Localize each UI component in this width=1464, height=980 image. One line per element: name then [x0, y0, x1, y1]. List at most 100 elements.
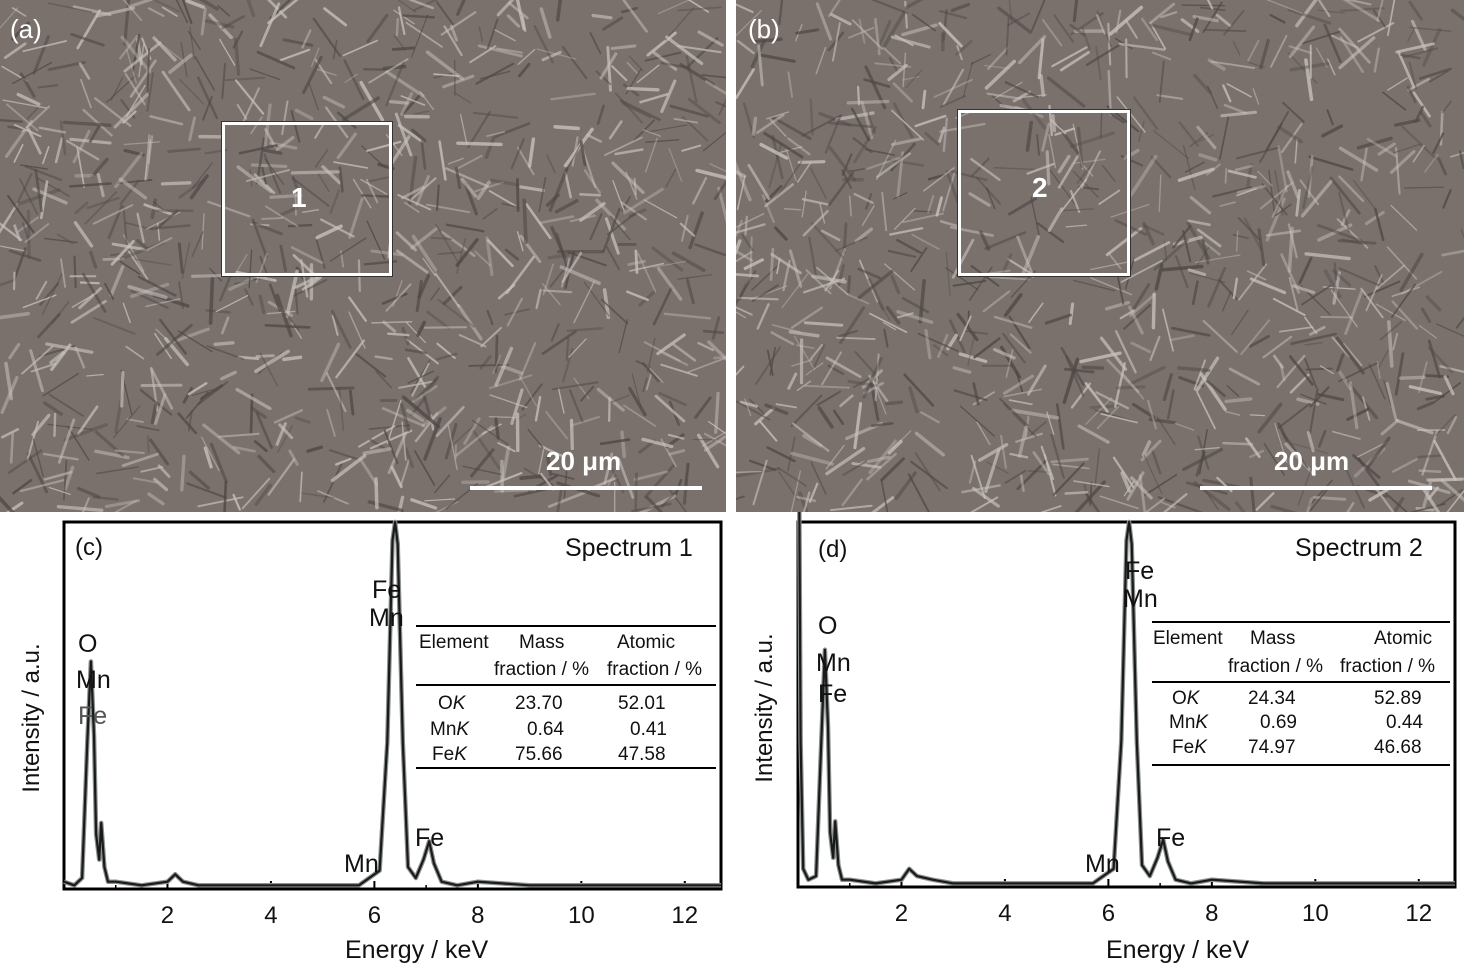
- nanosheet-flake: [1201, 239, 1210, 265]
- nanosheet-flake: [1337, 239, 1377, 245]
- nanosheet-flake: [382, 320, 397, 333]
- nanosheet-flake: [621, 0, 648, 33]
- nanosheet-flake: [412, 0, 439, 12]
- nanosheet-flake: [1072, 170, 1099, 198]
- nanosheet-flake: [602, 16, 624, 31]
- nanosheet-flake: [976, 421, 991, 446]
- nanosheet-flake: [1316, 392, 1345, 402]
- nanosheet-flake: [11, 7, 27, 17]
- nanosheet-flake: [1122, 372, 1145, 400]
- nanosheet-flake: [1040, 445, 1055, 481]
- nanosheet-flake: [494, 334, 499, 373]
- nanosheet-flake: [149, 438, 169, 466]
- x-tick-label: 10: [568, 902, 595, 929]
- nanosheet-flake: [312, 17, 342, 57]
- nanosheet-flake: [391, 46, 416, 51]
- nanosheet-flake: [311, 47, 320, 67]
- nanosheet-flake: [396, 249, 429, 274]
- nanosheet-flake: [876, 152, 912, 179]
- nanosheet-flake: [130, 290, 169, 309]
- nanosheet-flake: [177, 412, 198, 435]
- nanosheet-flake: [1152, 129, 1190, 160]
- nanosheet-flake: [503, 308, 530, 316]
- nanosheet-flake: [206, 345, 245, 360]
- nanosheet-flake: [496, 47, 523, 54]
- nanosheet-flake: [853, 126, 877, 164]
- nanosheet-flake: [772, 324, 801, 334]
- nanosheet-flake: [39, 180, 49, 220]
- nanosheet-flake: [1094, 448, 1101, 487]
- nanosheet-flake: [400, 185, 425, 200]
- nanosheet-flake: [291, 175, 300, 194]
- nanosheet-flake: [1171, 326, 1211, 337]
- nanosheet-flake: [479, 354, 492, 370]
- nanosheet-flake: [132, 477, 158, 484]
- nanosheet-flake: [1008, 315, 1031, 349]
- nanosheet-flake: [1105, 301, 1130, 311]
- nanosheet-flake: [159, 318, 187, 355]
- nanosheet-flake: [1446, 416, 1458, 435]
- nanosheet-flake: [704, 80, 726, 95]
- nanosheet-flake: [368, 176, 390, 183]
- nanosheet-flake: [71, 292, 97, 308]
- table-row-o-d: OK: [1172, 688, 1199, 710]
- nanosheet-flake: [282, 355, 303, 362]
- nanosheet-flake: [517, 146, 535, 176]
- x-tick-label: 12: [671, 902, 698, 929]
- nanosheet-flake: [548, 490, 588, 508]
- nanosheet-flake: [189, 174, 209, 200]
- nanosheet-flake: [1416, 401, 1435, 411]
- nanosheet-flake: [1116, 96, 1146, 133]
- nanosheet-flake: [764, 403, 789, 415]
- nanosheet-flake: [425, 50, 465, 81]
- nanosheet-flake: [744, 215, 748, 236]
- nanosheet-flake: [1076, 126, 1084, 168]
- nanosheet-flake: [285, 269, 299, 319]
- nanosheet-flake: [146, 237, 173, 251]
- nanosheet-flake: [63, 460, 68, 501]
- nanosheet-flake: [320, 218, 355, 238]
- nanosheet-flake: [1288, 276, 1299, 311]
- nanosheet-flake: [302, 55, 323, 95]
- table-row-fe-c: FeK: [432, 744, 467, 766]
- nanosheet-flake: [542, 289, 573, 294]
- nanosheet-flake: [1062, 357, 1080, 405]
- nanosheet-flake: [890, 275, 901, 295]
- nanosheet-flake: [1391, 286, 1421, 298]
- nanosheet-flake: [633, 470, 669, 482]
- nanosheet-flake: [467, 110, 491, 149]
- nanosheet-flake: [894, 471, 917, 501]
- shell-o-d: K: [1186, 688, 1200, 709]
- nanosheet-flake: [494, 346, 514, 387]
- nanosheet-flake: [876, 139, 897, 180]
- atomic-o-d: 52.89: [1374, 688, 1422, 709]
- nanosheet-flake: [827, 0, 841, 18]
- nanosheet-flake: [458, 334, 487, 348]
- nanosheet-flake: [1305, 367, 1333, 371]
- nanosheet-flake: [785, 148, 797, 182]
- nanosheet-flake: [244, 288, 254, 306]
- y-axis-label-d: Intensity / a.u.: [751, 633, 778, 783]
- nanosheet-flake: [1005, 348, 1014, 379]
- nanosheet-flake: [852, 137, 873, 154]
- nanosheet-flake: [150, 403, 158, 425]
- nanosheet-flake: [1028, 302, 1044, 324]
- nanosheet-flake: [1070, 382, 1092, 409]
- nanosheet-flake: [881, 191, 888, 232]
- nanosheet-flake: [1434, 413, 1457, 437]
- nanosheet-flake: [795, 28, 820, 35]
- nanosheet-flake: [857, 269, 894, 300]
- nanosheet-flake: [1059, 51, 1090, 72]
- nanosheet-flake: [644, 137, 658, 173]
- nanosheet-flake: [1321, 124, 1344, 138]
- nanosheet-flake: [26, 420, 39, 461]
- nanosheet-flake: [126, 49, 138, 84]
- panel-label-c: (c): [75, 534, 103, 561]
- nanosheet-flake: [701, 430, 726, 447]
- nanosheet-flake: [896, 310, 934, 324]
- peak-label-mn-small-c: Mn: [344, 850, 379, 878]
- nanosheet-flake: [1095, 45, 1102, 81]
- nanosheet-flake: [1027, 469, 1050, 474]
- nanosheet-flake: [1220, 110, 1257, 118]
- nanosheet-flake: [282, 38, 314, 47]
